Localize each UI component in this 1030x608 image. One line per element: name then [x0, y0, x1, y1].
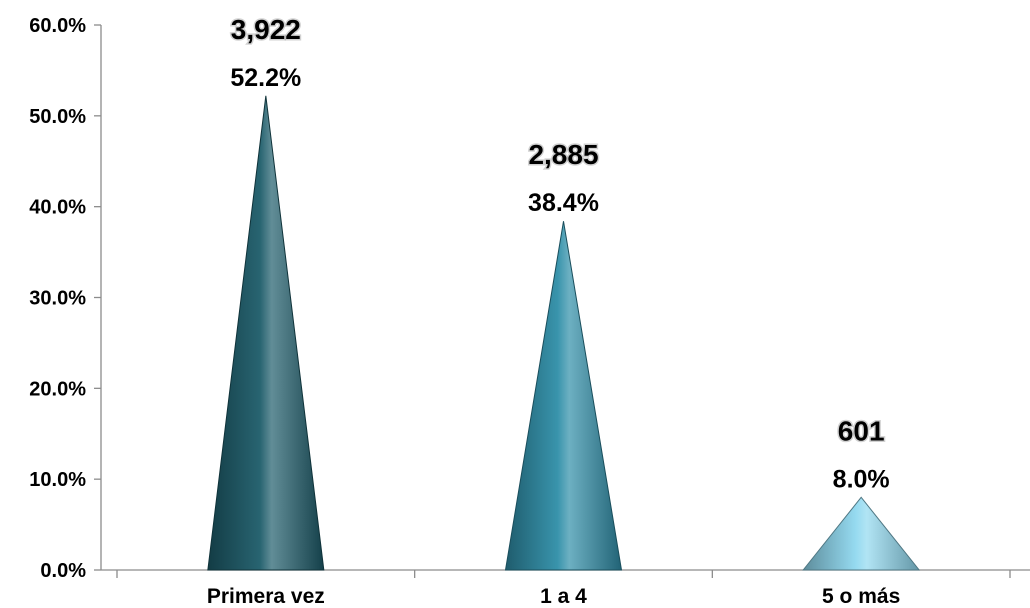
count-data-label: 601 — [838, 415, 885, 446]
cone-bar — [207, 95, 325, 571]
y-tick-label: 0.0% — [40, 560, 86, 582]
x-category-label: 5 o más — [822, 585, 900, 608]
percent-data-label: 8.0% — [833, 465, 890, 493]
y-tick-label: 40.0% — [29, 197, 86, 219]
y-tick-labels: 0.0% 10.0% 20.0% 30.0% 40.0% 50.0% 60.0% — [29, 15, 101, 582]
percent-data-label: 52.2% — [230, 64, 301, 92]
y-tick-label: 60.0% — [29, 15, 86, 37]
count-data-label: 2,885 — [528, 139, 598, 170]
y-tick-label: 30.0% — [29, 288, 86, 310]
x-category-label: 1 a 4 — [540, 585, 587, 608]
x-tick-labels: Primera vez 1 a 4 5 o más — [207, 585, 900, 608]
x-category-label: Primera vez — [207, 585, 325, 608]
y-tick-label: 50.0% — [29, 106, 86, 128]
y-tick-label: 20.0% — [29, 378, 86, 400]
y-tick-label: 10.0% — [29, 469, 86, 491]
cone-bar — [802, 496, 921, 571]
data-labels: 52.2% 3,922 38.4% 2,885 8.0% 601 — [229, 12, 890, 493]
count-data-label: 3,922 — [231, 14, 301, 45]
cones — [207, 95, 921, 571]
percent-data-label: 38.4% — [528, 189, 599, 217]
cone-bar — [504, 221, 623, 571]
